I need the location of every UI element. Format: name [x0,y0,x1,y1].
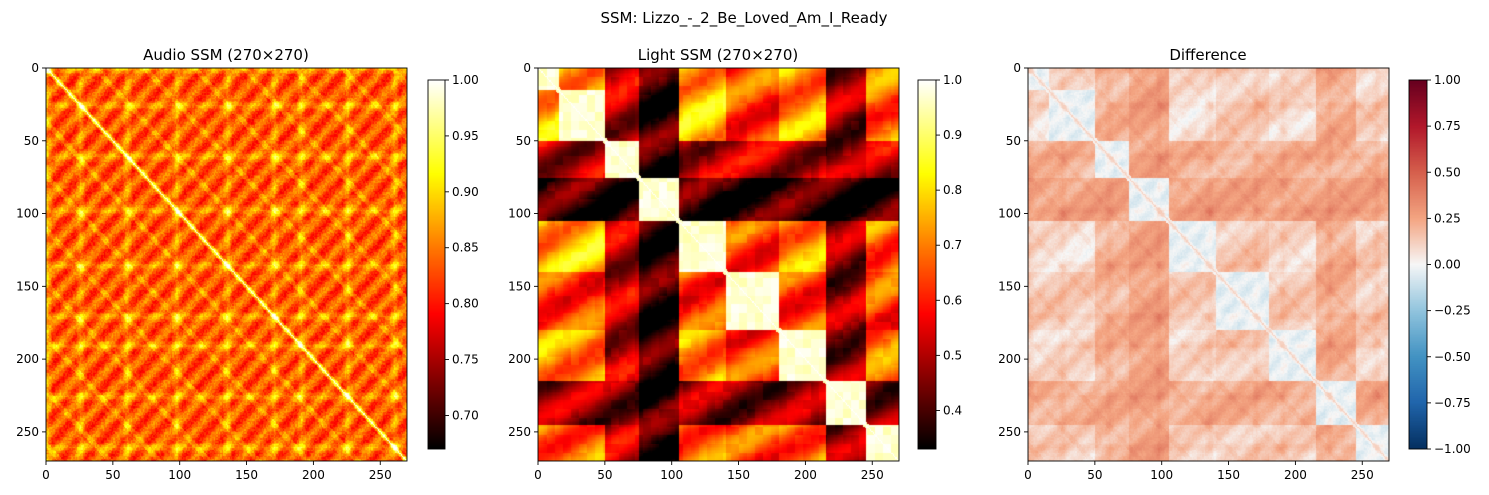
light-ssm-frame [537,67,900,462]
colorbar-tick-label: 0.95 [452,129,479,143]
x-tick-label: 50 [597,468,612,482]
y-tick-label: 250 [16,425,39,439]
light-ssm-colorbar-frame [917,79,937,450]
colorbar-tick-label: 1.00 [1434,73,1461,87]
audio-ssm-frame [45,67,408,462]
colorbar-tick-label: 0.75 [452,353,479,367]
x-tick-label: 100 [1150,468,1173,482]
colorbar-tick-label: 0.00 [1434,258,1461,272]
y-tick-label: 100 [16,207,39,221]
colorbar-tick-label: 0.70 [452,408,479,422]
panel-light-ssm: Light SSM (270×270) 0 50 100 150 200 250 0 50 10… [508,46,962,482]
audio-ssm-title: Audio SSM (270×270) [143,46,309,64]
y-tick-label: 250 [998,425,1021,439]
audio-ssm-axes: 0 50 100 150 200 250 0 50 100 150 200 250 [16,61,392,482]
audio-ssm-colorbar [428,80,445,449]
colorbar-tick-label: 0.4 [943,403,962,417]
y-tick-label: 0 [1013,61,1021,75]
y-tick-label: 100 [998,207,1021,221]
x-tick-label: 50 [1087,468,1102,482]
colorbar-tick-label: 1.00 [452,73,479,87]
audio-ssm-heatmap [46,68,407,461]
colorbar-tick-label: 0.80 [452,297,479,311]
y-tick-label: 100 [508,207,531,221]
colorbar-tick-label: −0.25 [1434,304,1471,318]
light-ssm-colorbar [918,80,936,449]
light-ssm-heatmap [538,68,899,461]
colorbar-tick-label: 1.0 [943,73,962,87]
y-tick-label: 250 [508,425,531,439]
colorbar-tick-label: 0.8 [943,183,962,197]
x-tick-label: 200 [302,468,325,482]
panel-audio-ssm: Audio SSM (270×270) 0 50 100 150 200 250 0 50 10… [16,46,479,482]
x-tick-label: 200 [1284,468,1307,482]
colorbar-tick-label: 0.9 [943,128,962,142]
x-tick-label: 150 [235,468,258,482]
colorbar-tick-label: 0.75 [1434,119,1461,133]
light-ssm-title: Light SSM (270×270) [638,46,799,64]
colorbar-tick-label: −1.00 [1434,442,1471,456]
colorbar-tick-label: 0.5 [943,348,962,362]
x-tick-label: 100 [660,468,683,482]
difference-colorbar-axis: −1.00 −0.75 −0.50 −0.25 0.00 0.25 0.50 0.75 1.00 [1427,73,1471,456]
y-tick-label: 0 [31,61,39,75]
x-tick-label: 150 [1217,468,1240,482]
colorbar-tick-label: 0.25 [1434,211,1461,225]
y-tick-label: 150 [998,279,1021,293]
y-tick-label: 150 [508,279,531,293]
figure-title: SSM: Lizzo_-_2_Be_Loved_Am_I_Ready [601,9,888,28]
y-tick-label: 200 [508,352,531,366]
x-tick-label: 250 [1351,468,1374,482]
colorbar-tick-label: 0.7 [943,238,962,252]
x-tick-label: 250 [369,468,392,482]
light-ssm-axes: 0 50 100 150 200 250 0 50 100 150 200 250 [508,61,884,482]
colorbar-tick-label: 0.6 [943,293,962,307]
x-tick-label: 150 [727,468,750,482]
difference-title: Difference [1169,46,1246,64]
colorbar-tick-label: 0.50 [1434,165,1461,179]
light-ssm-colorbar-axis: 0.4 0.5 0.6 0.7 0.8 0.9 1.0 [936,73,962,417]
audio-ssm-colorbar-frame [427,79,446,450]
y-tick-label: 150 [16,279,39,293]
audio-ssm-colorbar-axis: 0.70 0.75 0.80 0.85 0.90 0.95 1.00 [445,73,479,422]
y-tick-label: 50 [1006,134,1021,148]
difference-heatmap [1028,68,1389,461]
colorbar-tick-label: 0.85 [452,241,479,255]
difference-axes: 0 50 100 150 200 250 0 50 100 150 200 250 [998,61,1374,482]
colorbar-tick-label: 0.90 [452,185,479,199]
y-tick-label: 50 [24,134,39,148]
x-tick-label: 0 [42,468,50,482]
y-tick-label: 200 [16,352,39,366]
colorbar-tick-label: −0.75 [1434,396,1471,410]
difference-frame [1027,67,1390,462]
panel-difference: Difference 0 50 100 150 200 250 0 50 100 150 200 25… [998,46,1471,482]
colorbar-tick-label: −0.50 [1434,350,1471,364]
x-tick-label: 250 [861,468,884,482]
y-tick-label: 0 [523,61,531,75]
x-tick-label: 100 [168,468,191,482]
y-tick-label: 200 [998,352,1021,366]
x-tick-label: 200 [794,468,817,482]
x-tick-label: 50 [105,468,120,482]
y-tick-label: 50 [516,134,531,148]
x-tick-label: 0 [1024,468,1032,482]
x-tick-label: 0 [534,468,542,482]
difference-colorbar [1409,80,1427,449]
